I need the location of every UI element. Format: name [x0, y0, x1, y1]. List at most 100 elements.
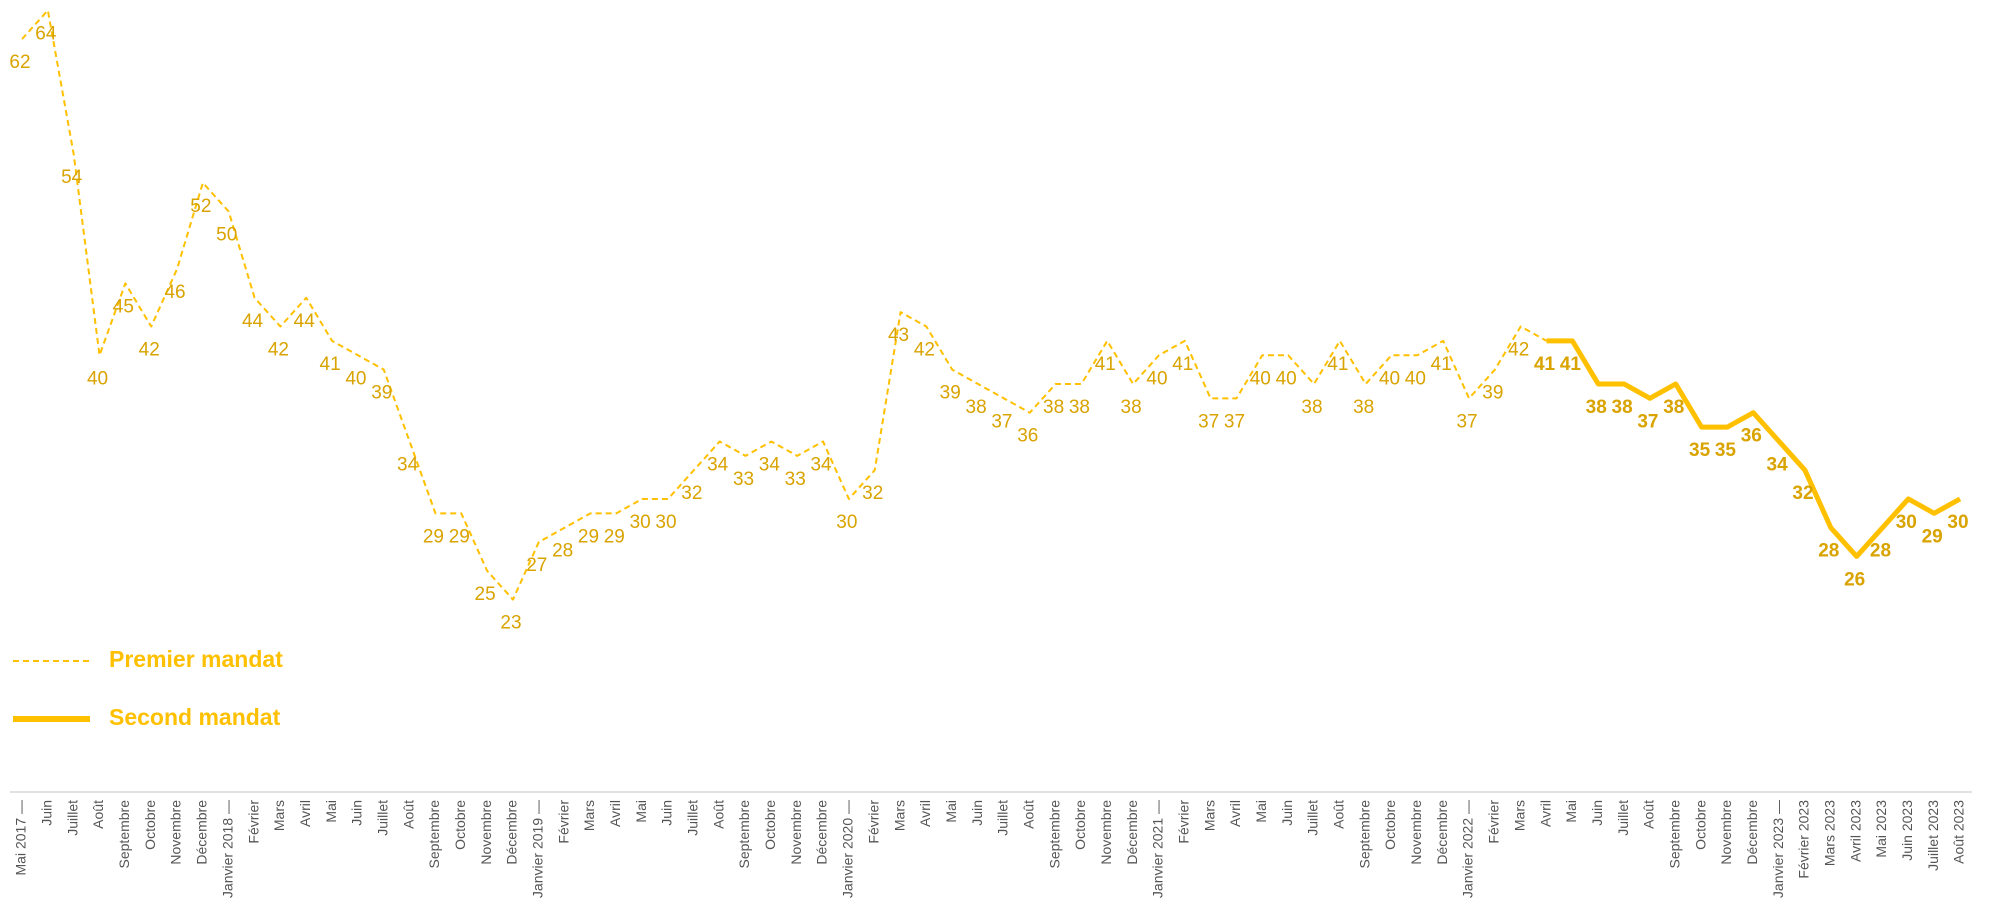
x-tick-label: Août: [90, 800, 106, 829]
data-label: 44: [294, 311, 316, 332]
x-tick-label: Septembre: [1046, 800, 1062, 869]
x-tick-label: Juin: [349, 800, 365, 826]
x-tick-label: Octobre: [1072, 800, 1088, 850]
x-tick-label: Mai: [1563, 800, 1579, 823]
x-tick-label: Juillet: [685, 800, 701, 836]
x-tick-label: Octobre: [762, 800, 778, 850]
data-label: 37: [1198, 411, 1219, 432]
data-label: 37: [991, 411, 1012, 432]
data-label: 29: [449, 526, 470, 547]
x-tick-label: Mars: [1201, 800, 1217, 831]
x-tick-label: Mai: [633, 800, 649, 823]
x-tick-label: Novembre: [788, 800, 804, 865]
data-label: 32: [862, 483, 883, 504]
x-tick-label: Novembre: [1408, 800, 1424, 865]
x-tick-label: Décembre: [1434, 800, 1450, 865]
x-tick-label: Mai: [323, 800, 339, 823]
data-label: 39: [371, 383, 392, 404]
data-label: 29: [1922, 526, 1943, 547]
data-label: 39: [1482, 383, 1503, 404]
data-label: 32: [681, 483, 702, 504]
data-label: 40: [1276, 368, 1297, 389]
x-tick-label: Décembre: [814, 800, 830, 865]
data-label: 28: [1818, 541, 1839, 562]
data-label: 37: [1456, 411, 1477, 432]
x-tick-label: Janvier 2023 —: [1770, 800, 1786, 898]
x-tick-label: Juillet: [374, 800, 390, 836]
x-tick-label: Septembre: [1666, 800, 1682, 869]
x-tick-label: Mars: [1511, 800, 1527, 831]
data-label: 41: [1560, 354, 1582, 375]
x-tick-label: Décembre: [1744, 800, 1760, 865]
x-tick-label: Juin: [1589, 800, 1605, 826]
data-label: 28: [1870, 541, 1891, 562]
x-tick-label: Janvier 2018 —: [219, 800, 235, 898]
x-tick-label: Juin: [1279, 800, 1295, 826]
data-label: 28: [552, 541, 573, 562]
x-tick-label: Avril: [607, 800, 623, 827]
data-label: 30: [1947, 512, 1968, 533]
x-tick-label: Août 2023: [1951, 800, 1967, 864]
data-label: 38: [1586, 397, 1607, 418]
data-label: 40: [1146, 368, 1167, 389]
data-label: 23: [500, 613, 521, 634]
data-label: 41: [1172, 354, 1193, 375]
data-label: 45: [113, 296, 134, 317]
data-label: 40: [1250, 368, 1271, 389]
data-label: 38: [1663, 397, 1684, 418]
data-label: 35: [1715, 440, 1737, 461]
x-tick-label: Avril: [297, 800, 313, 827]
x-tick-label: Août: [400, 800, 416, 829]
data-label: 38: [1043, 397, 1064, 418]
x-tick-label: Novembre: [1098, 800, 1114, 865]
data-label: 33: [785, 469, 806, 490]
x-tick-label: Septembre: [116, 800, 132, 869]
x-tick-label: Mai: [943, 800, 959, 823]
x-tick-label: Novembre: [168, 800, 184, 865]
x-tick-label: Juin: [39, 800, 55, 826]
x-tick-label: Octobre: [1692, 800, 1708, 850]
data-label: 42: [268, 340, 289, 361]
x-tick-label: Octobre: [1382, 800, 1398, 850]
x-tick-label: Avril: [917, 800, 933, 827]
data-label: 25: [475, 584, 496, 605]
x-tick-label: Septembre: [736, 800, 752, 869]
data-label: 30: [836, 512, 857, 533]
data-label: 30: [1896, 512, 1917, 533]
x-tick-label: Novembre: [1718, 800, 1734, 865]
data-label: 29: [604, 526, 625, 547]
x-tick-label: Juillet: [64, 800, 80, 836]
x-tick-label: Août: [1020, 800, 1036, 829]
x-tick-label: Mai 2023: [1873, 800, 1889, 858]
data-label: 36: [1741, 426, 1762, 447]
data-label: 40: [345, 368, 366, 389]
x-tick-label: Mars: [891, 800, 907, 831]
data-label: 38: [1069, 397, 1090, 418]
data-label: 30: [630, 512, 651, 533]
data-label: 41: [1534, 354, 1556, 375]
x-tick-label: Février: [245, 800, 261, 844]
data-label: 30: [655, 512, 676, 533]
x-tick-label: Février: [865, 800, 881, 844]
data-label: 40: [87, 368, 108, 389]
data-label: 38: [1612, 397, 1633, 418]
data-label: 62: [9, 52, 30, 73]
legend-label: Premier mandat: [109, 646, 283, 672]
data-label: 34: [759, 454, 781, 475]
data-label: 34: [1767, 454, 1789, 475]
data-label: 34: [397, 454, 419, 475]
x-tick-label: Juin 2023: [1899, 800, 1915, 861]
data-label: 52: [190, 196, 211, 217]
data-label: 42: [1508, 340, 1529, 361]
legend-label: Second mandat: [109, 704, 281, 730]
x-tick-label: Mars 2023: [1822, 800, 1838, 866]
x-tick-label: Avril: [1537, 800, 1553, 827]
data-label: 32: [1792, 483, 1813, 504]
data-label: 33: [733, 469, 754, 490]
data-label: 50: [216, 225, 237, 246]
data-label: 41: [1534, 354, 1555, 375]
data-label: 64: [35, 23, 57, 44]
data-label: 37: [1637, 411, 1658, 432]
x-tick-label: Mars: [581, 800, 597, 831]
x-tick-label: Avril 2023: [1847, 800, 1863, 862]
